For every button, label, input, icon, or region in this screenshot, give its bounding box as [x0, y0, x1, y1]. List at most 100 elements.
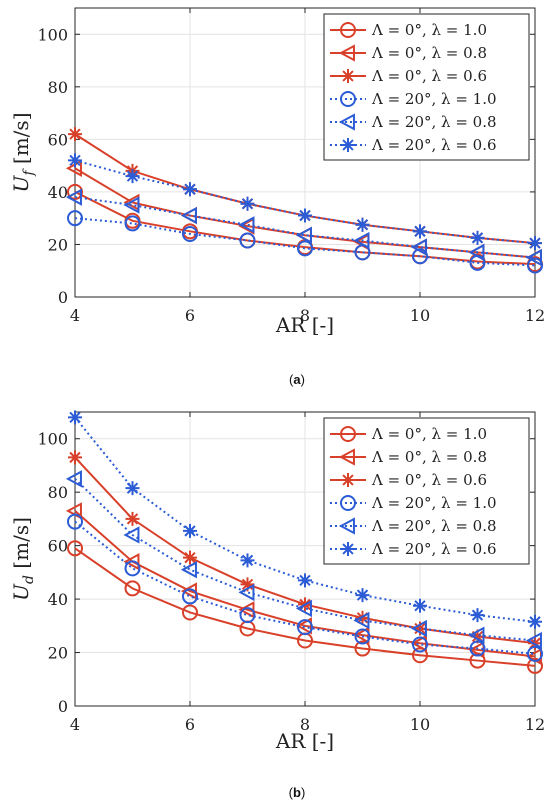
y-tick-label: 40 — [48, 183, 68, 202]
y-tick-label: 60 — [48, 537, 68, 556]
legend-marker — [338, 44, 355, 62]
data-point — [413, 224, 427, 239]
data-point — [468, 243, 485, 262]
legend-label: Λ = 0°, λ = 0.8 — [371, 448, 487, 466]
data-point — [124, 580, 141, 597]
x-tick-label: 12 — [525, 715, 545, 734]
data-point — [470, 230, 485, 245]
legend: Λ = 0°, λ = 1.0 Λ = 0°, λ = 0.8 Λ = 0°, λ … — [323, 13, 530, 161]
data-point — [67, 183, 83, 200]
data-point — [412, 647, 428, 664]
panel-caption: (b) — [289, 785, 306, 800]
legend-marker — [340, 22, 356, 38]
data-point — [239, 232, 256, 249]
series-line-3 — [74, 520, 536, 655]
data-point — [468, 626, 485, 644]
data-point — [528, 236, 542, 251]
x-tick-label: 6 — [185, 715, 195, 734]
data-point — [123, 196, 140, 214]
data-point — [470, 608, 485, 623]
data-point — [525, 248, 542, 267]
data-point — [469, 640, 486, 657]
data-point — [527, 657, 543, 674]
data-point — [240, 577, 255, 592]
legend-marker — [341, 138, 355, 152]
data-point — [183, 550, 197, 565]
legend-marker — [341, 473, 355, 487]
data-point — [354, 640, 371, 657]
data-point — [67, 540, 83, 557]
data-point — [123, 526, 140, 544]
legend-marker — [340, 495, 356, 511]
legend-box — [323, 417, 530, 565]
legend-label: Λ = 0°, λ = 0.6 — [371, 67, 487, 85]
x-tick-label: 8 — [300, 306, 310, 325]
legend-marker — [341, 542, 355, 556]
legend-label: Λ = 20°, λ = 1.0 — [371, 90, 497, 108]
legend-label: Λ = 20°, λ = 0.6 — [371, 136, 497, 154]
data-point — [68, 127, 82, 142]
data-point — [123, 552, 140, 571]
y-tick-label: 40 — [48, 590, 68, 609]
x-tick-label: 6 — [185, 306, 195, 325]
data-point — [525, 631, 542, 650]
x-tick-label: 4 — [70, 715, 80, 734]
data-point — [240, 196, 255, 211]
data-point — [182, 604, 198, 621]
data-point — [68, 153, 82, 168]
data-point — [410, 619, 427, 638]
y-tick-label: 20 — [48, 235, 68, 254]
series-line-3 — [74, 217, 536, 267]
legend: Λ = 0°, λ = 1.0 Λ = 0°, λ = 0.8 Λ = 0°, λ … — [323, 417, 530, 565]
y-tick-label: 80 — [48, 483, 68, 502]
data-point — [238, 583, 255, 602]
data-point — [353, 611, 370, 630]
legend-label: Λ = 0°, λ = 1.0 — [371, 425, 487, 443]
legend-marker — [340, 91, 356, 107]
data-point — [183, 523, 197, 538]
legend-marker — [338, 517, 355, 535]
legend-box — [323, 13, 530, 161]
y-tick-label: 60 — [48, 130, 68, 149]
data-point — [124, 215, 141, 232]
y-tick-label: 0 — [58, 697, 68, 716]
legend-marker — [340, 426, 356, 442]
data-point — [297, 619, 313, 636]
data-point — [527, 645, 543, 662]
legend-marker — [338, 113, 355, 131]
data-point — [470, 629, 485, 644]
data-point — [297, 240, 313, 257]
y-tick-label: 100 — [37, 25, 68, 44]
x-axis-label: AR [-] — [275, 313, 334, 337]
data-point — [354, 628, 371, 645]
legend-marker — [338, 448, 355, 466]
legend-label: Λ = 20°, λ = 0.6 — [371, 540, 497, 558]
series-line-5 — [74, 416, 536, 623]
data-point — [412, 248, 428, 265]
y-tick-label: 80 — [48, 78, 68, 97]
y-tick-label: 100 — [37, 430, 68, 449]
data-point — [295, 226, 312, 244]
legend-label: Λ = 0°, λ = 0.6 — [371, 471, 487, 489]
data-point — [240, 553, 255, 568]
panel-caption: (a) — [289, 372, 305, 387]
x-tick-label: 12 — [525, 306, 545, 325]
data-point — [182, 588, 198, 605]
data-point — [183, 182, 197, 197]
x-tick-label: 10 — [410, 306, 430, 325]
data-point — [239, 607, 256, 624]
x-tick-label: 8 — [300, 715, 310, 734]
data-point — [65, 188, 82, 206]
data-point — [65, 470, 82, 488]
x-tick-label: 4 — [70, 306, 80, 325]
data-point — [124, 560, 141, 577]
legend-label: Λ = 20°, λ = 0.8 — [371, 517, 497, 535]
data-point — [238, 216, 255, 234]
data-point — [295, 599, 312, 618]
data-point — [125, 511, 140, 526]
data-point — [412, 636, 428, 653]
series-line-0 — [74, 547, 536, 667]
